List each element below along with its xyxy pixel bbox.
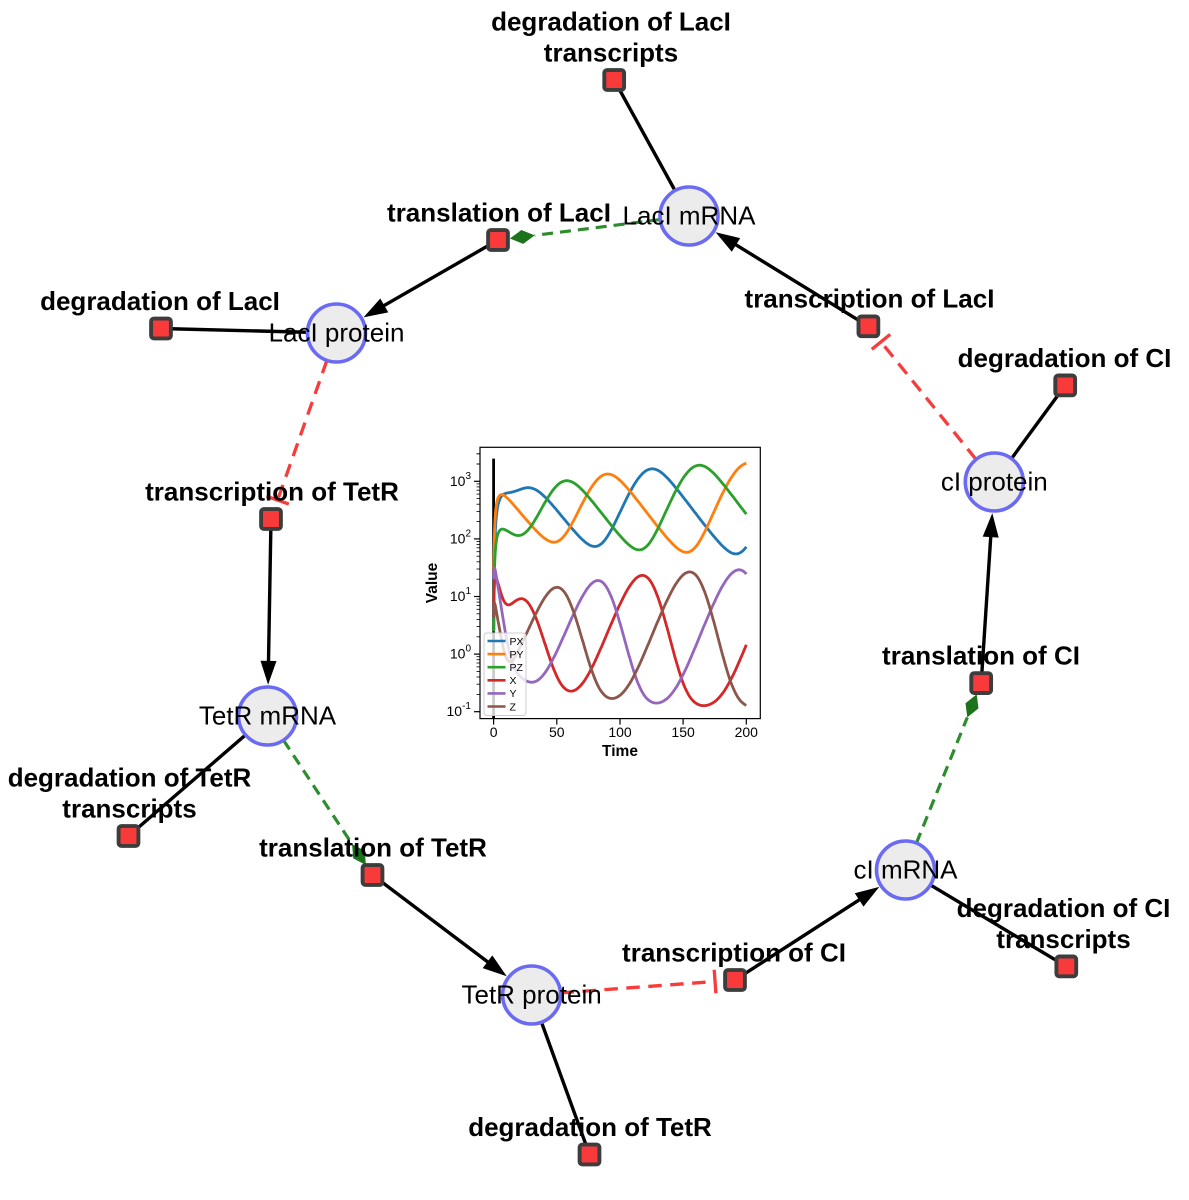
svg-text:100: 100 — [608, 724, 632, 740]
svg-text:degradation of TetR: degradation of TetR — [468, 1112, 712, 1142]
svg-text:translation of LacI: translation of LacI — [387, 197, 611, 227]
svg-text:cI protein: cI protein — [941, 467, 1048, 497]
svg-text:0: 0 — [490, 724, 498, 740]
svg-text:transcription of TetR: transcription of TetR — [145, 476, 399, 506]
svg-text:degradation of LacI: degradation of LacI — [40, 286, 280, 316]
svg-text:transcripts: transcripts — [996, 924, 1130, 954]
svg-text:200: 200 — [735, 724, 759, 740]
svg-text:PY: PY — [510, 649, 524, 661]
svg-text:Y: Y — [510, 688, 517, 700]
svg-text:LacI mRNA: LacI mRNA — [623, 201, 757, 231]
svg-text:translation of TetR: translation of TetR — [259, 832, 487, 862]
svg-text:transcription of LacI: transcription of LacI — [745, 284, 995, 314]
svg-text:transcription of CI: transcription of CI — [622, 937, 846, 967]
svg-text:Z: Z — [510, 701, 517, 713]
svg-text:150: 150 — [671, 724, 695, 740]
svg-text:degradation of TetR: degradation of TetR — [8, 763, 252, 793]
svg-text:transcripts: transcripts — [544, 37, 678, 67]
svg-text:PX: PX — [510, 636, 524, 648]
svg-text:transcripts: transcripts — [62, 793, 196, 823]
svg-text:Value: Value — [424, 562, 441, 603]
svg-text:cI mRNA: cI mRNA — [854, 855, 959, 885]
svg-text:50: 50 — [549, 724, 565, 740]
svg-text:Time: Time — [602, 743, 638, 760]
svg-text:degradation of CI: degradation of CI — [958, 343, 1172, 373]
svg-text:TetR protein: TetR protein — [462, 980, 602, 1010]
svg-text:degradation of LacI: degradation of LacI — [491, 7, 731, 37]
svg-text:TetR mRNA: TetR mRNA — [199, 701, 337, 731]
svg-text:degradation of CI: degradation of CI — [957, 893, 1171, 923]
svg-text:translation of CI: translation of CI — [882, 641, 1080, 671]
svg-text:X: X — [510, 675, 517, 687]
svg-text:PZ: PZ — [510, 662, 524, 674]
svg-text:LacI protein: LacI protein — [269, 318, 405, 348]
